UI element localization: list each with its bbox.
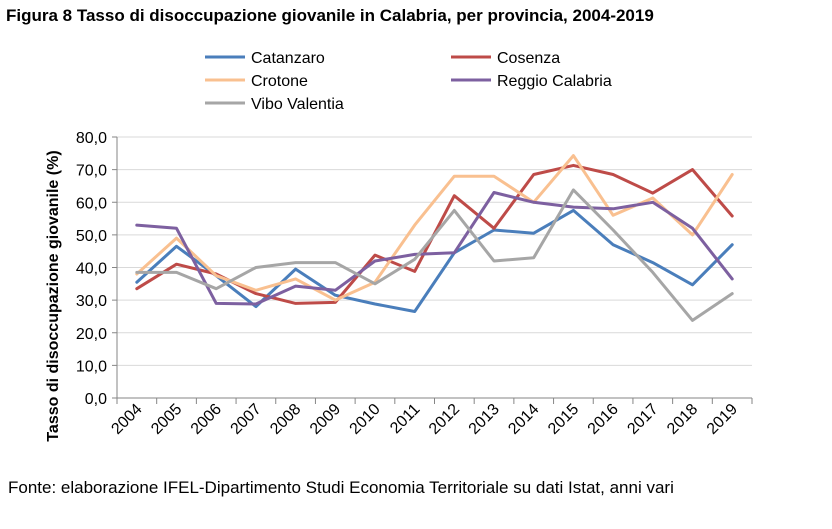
y-tick-label: 30,0: [76, 293, 107, 310]
x-tick-label: 2014: [505, 401, 542, 438]
series-line-catanzaro: [135, 208, 734, 313]
x-tick-label: 2015: [545, 401, 582, 438]
x-tick-label: 2009: [307, 401, 344, 438]
x-tick-label: 2007: [228, 401, 265, 438]
x-tick-label: 2018: [664, 401, 701, 438]
x-tick-label: 2011: [387, 401, 423, 437]
series-line-vibo-valentia: [135, 188, 734, 322]
figure-title: Figura 8 Tasso di disoccupazione giovani…: [6, 6, 654, 25]
legend: Catanzaro Cosenza Crotone Reggio Calabria Vi…: [205, 50, 612, 113]
line-chart: Catanzaro Cosenza Crotone Reggio Calabria Vi…: [45, 50, 753, 442]
x-tick-label: 2008: [267, 401, 304, 438]
legend-label-crotone: Crotone: [251, 73, 308, 90]
x-tick-label: 2019: [704, 401, 741, 438]
x-tick-label: 2006: [188, 401, 225, 438]
x-tick-label: 2004: [108, 401, 145, 438]
y-tick-label: 20,0: [76, 326, 107, 343]
y-axis-label: Tasso di disoccupazione giovanile (%): [45, 150, 62, 441]
figure-source: Fonte: elaborazione IFEL-Dipartimento St…: [8, 478, 674, 497]
x-tick-label: 2010: [347, 401, 384, 438]
axes: [112, 136, 753, 404]
x-tick-label: 2013: [466, 401, 503, 438]
y-tick-label: 10,0: [76, 358, 107, 375]
y-tick-label: 50,0: [76, 228, 107, 245]
gridlines: [117, 136, 752, 366]
legend-label-catanzaro: Catanzaro: [251, 50, 325, 67]
series-line-crotone: [135, 154, 734, 302]
y-tick-label: 60,0: [76, 195, 107, 212]
series-lines: [135, 154, 734, 322]
y-tick-label: 40,0: [76, 261, 107, 278]
legend-label-reggio-calabria: Reggio Calabria: [497, 73, 612, 90]
y-tick-label: 70,0: [76, 163, 107, 180]
legend-label-cosenza: Cosenza: [497, 50, 560, 67]
series-line-reggio-calabria: [135, 191, 734, 306]
y-tick-label: 80,0: [76, 130, 107, 147]
x-tick-label: 2017: [624, 401, 661, 438]
y-tick-label: 0,0: [85, 391, 107, 408]
x-tick-label: 2005: [148, 401, 185, 438]
x-tick-label: 2016: [585, 401, 622, 438]
y-ticks: 0,0 10,0 20,0 30,0 40,0 50,0 60,0 70,0 80,0: [76, 130, 107, 408]
legend-label-vibo-valentia: Vibo Valentia: [251, 96, 344, 113]
x-ticks: 2004 2005 2006 2007 2008 2009 2010 2011 2012 2013…: [108, 401, 741, 438]
x-tick-label: 2012: [426, 401, 463, 438]
